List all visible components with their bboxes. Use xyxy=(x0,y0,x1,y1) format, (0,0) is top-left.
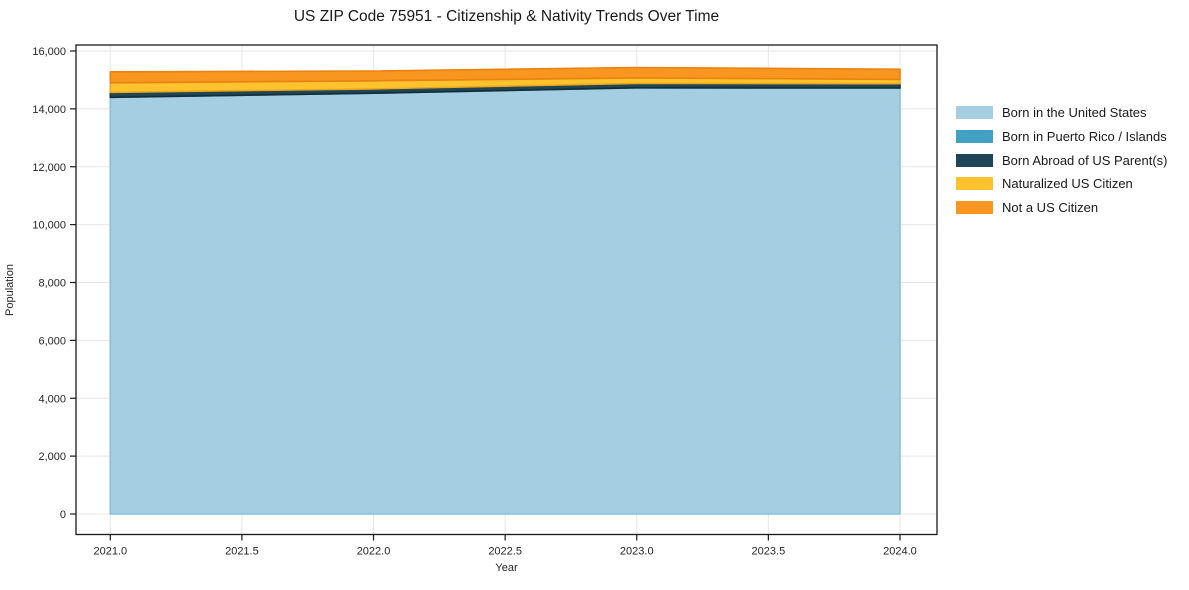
legend-swatch xyxy=(956,201,993,215)
legend-item: Born in the United States xyxy=(956,101,1167,125)
x-axis-label: Year xyxy=(495,562,518,574)
plot-border xyxy=(75,44,938,536)
x-tick-label: 2022.5 xyxy=(488,546,522,558)
legend-item: Not a US Citizen xyxy=(956,196,1167,220)
area-series-4 xyxy=(109,66,901,84)
y-tick-label: 6,000 xyxy=(38,335,66,347)
y-tick-label: 8,000 xyxy=(38,278,66,290)
legend-swatch xyxy=(956,153,993,167)
x-tick-label: 2023.5 xyxy=(752,546,786,558)
legend-label: Naturalized US Citizen xyxy=(1002,176,1133,192)
legend-swatch xyxy=(956,177,993,191)
legend-item: Naturalized US Citizen xyxy=(956,172,1167,196)
x-tick-label: 2024.0 xyxy=(883,546,917,558)
chart-title: US ZIP Code 75951 - Citizenship & Nativi… xyxy=(293,8,720,25)
x-tick-label: 2022.0 xyxy=(357,546,391,558)
y-tick-label: 16,000 xyxy=(32,46,66,58)
legend-item: Born Abroad of US Parent(s) xyxy=(956,148,1167,172)
legend-label: Born in the United States xyxy=(1002,105,1147,121)
y-tick-label: 12,000 xyxy=(32,162,66,174)
legend-swatch xyxy=(956,130,993,144)
x-tick-label: 2023.0 xyxy=(620,546,654,558)
area-series-0 xyxy=(109,87,901,515)
legend: Born in the United States Born in Puerto … xyxy=(956,101,1167,219)
legend-swatch xyxy=(956,106,993,120)
x-tick-label: 2021.0 xyxy=(93,546,127,558)
y-tick-label: 14,000 xyxy=(32,104,66,116)
y-tick-label: 10,000 xyxy=(32,220,66,232)
legend-item: Born in Puerto Rico / Islands xyxy=(956,125,1167,149)
legend-label: Born in Puerto Rico / Islands xyxy=(1002,129,1167,145)
x-tick-label: 2021.5 xyxy=(225,546,259,558)
y-tick-label: 0 xyxy=(60,509,66,521)
y-tick-label: 2,000 xyxy=(38,451,66,463)
legend-label: Not a US Citizen xyxy=(1002,200,1099,216)
legend-label: Born Abroad of US Parent(s) xyxy=(1002,152,1168,168)
y-tick-label: 4,000 xyxy=(38,393,66,405)
